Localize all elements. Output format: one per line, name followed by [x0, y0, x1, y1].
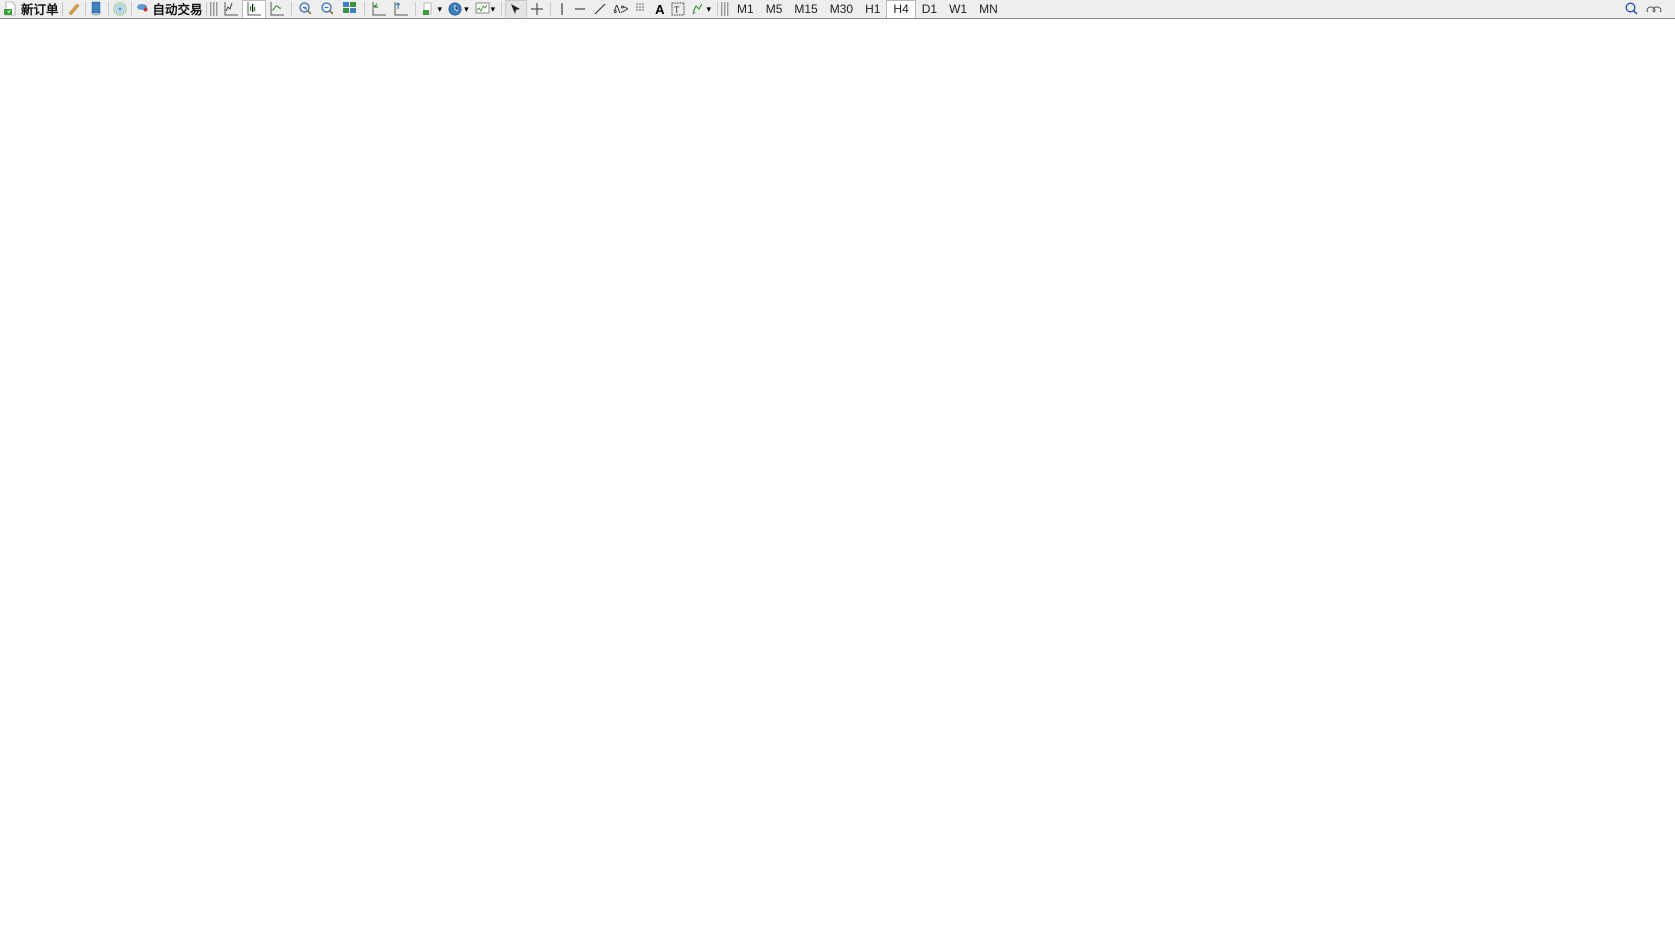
svg-text:T: T	[674, 5, 680, 15]
svg-text:ᕕᕗᕙ: ᕕᕗᕙ	[613, 4, 629, 16]
